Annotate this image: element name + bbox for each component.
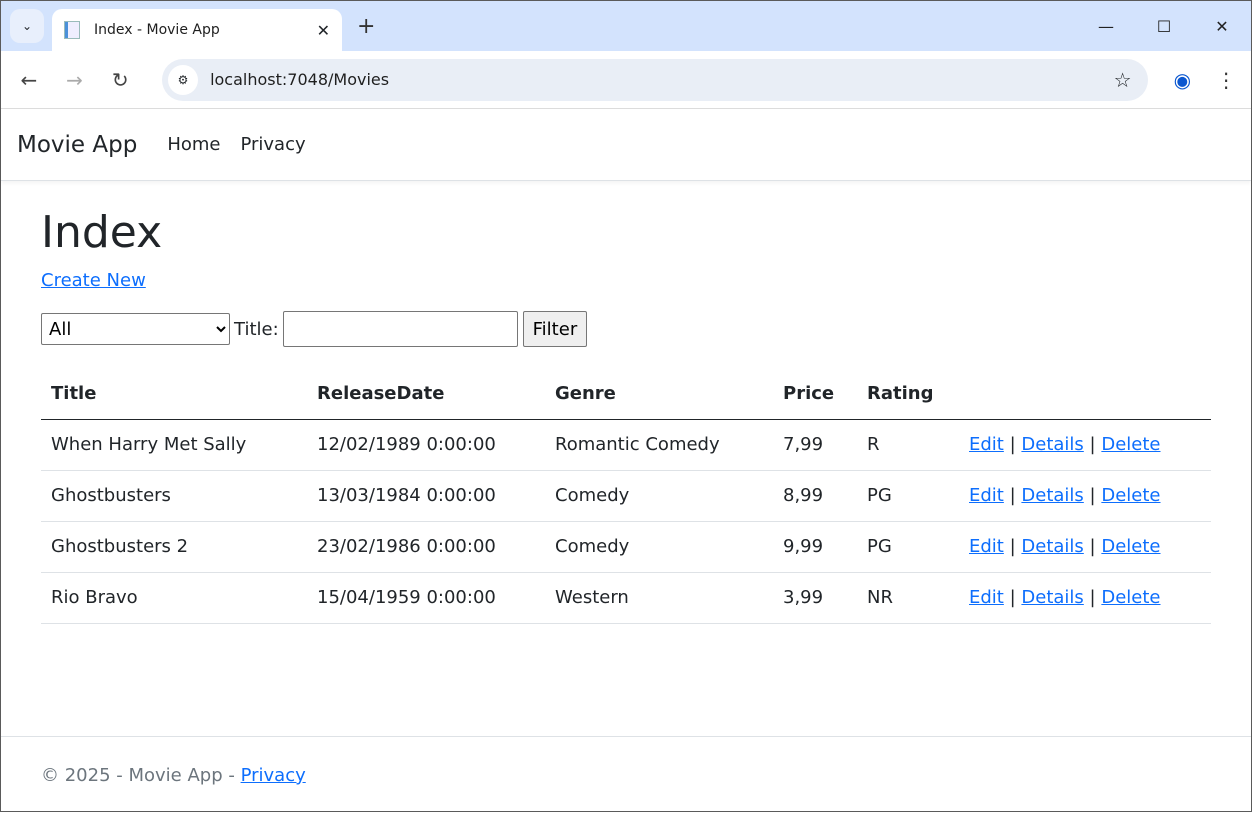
separator: | bbox=[1089, 536, 1096, 557]
genre-select[interactable]: All bbox=[41, 313, 230, 345]
cell-rating: PG bbox=[857, 521, 959, 573]
header-actions bbox=[959, 369, 1211, 420]
cell-releasedate: 23/02/1986 0:00:00 bbox=[307, 521, 545, 573]
delete-link[interactable]: Delete bbox=[1101, 434, 1161, 455]
movies-table: Title ReleaseDate Genre Price Rating Whe… bbox=[41, 369, 1211, 624]
details-link[interactable]: Details bbox=[1021, 587, 1084, 608]
tab-search-button[interactable]: ⌄ bbox=[10, 9, 44, 43]
browser-tab[interactable]: Index - Movie App ✕ bbox=[52, 9, 342, 51]
address-bar[interactable]: ⚙ localhost:7048/Movies ☆ bbox=[162, 58, 1148, 101]
table-row: Ghostbusters 2 23/02/1986 0:00:00 Comedy 9,… bbox=[41, 521, 1211, 573]
cell-rating: PG bbox=[857, 470, 959, 522]
table-row: Ghostbusters 13/03/1984 0:00:00 Comedy 8,99… bbox=[41, 470, 1211, 522]
table-row: When Harry Met Sally 12/02/1989 0:00:00 Ro… bbox=[41, 419, 1211, 471]
edit-link[interactable]: Edit bbox=[969, 536, 1004, 557]
edit-link[interactable]: Edit bbox=[969, 587, 1004, 608]
separator: | bbox=[1009, 587, 1016, 608]
filter-form: All Title: Filter bbox=[41, 311, 1211, 347]
cell-releasedate: 15/04/1959 0:00:00 bbox=[307, 572, 545, 624]
separator: | bbox=[1009, 536, 1016, 557]
header-rating: Rating bbox=[857, 369, 959, 420]
separator: | bbox=[1089, 434, 1096, 455]
cell-genre: Comedy bbox=[545, 470, 773, 522]
cell-genre: Western bbox=[545, 572, 773, 624]
tab-strip: ⌄ Index - Movie App ✕ + — ☐ ✕ bbox=[1, 1, 1251, 51]
forward-icon[interactable]: → bbox=[66, 67, 83, 92]
new-tab-icon[interactable]: + bbox=[357, 14, 376, 39]
site-info-icon[interactable]: ⚙ bbox=[168, 64, 199, 95]
cell-rating: NR bbox=[857, 572, 959, 624]
details-link[interactable]: Details bbox=[1021, 485, 1084, 506]
separator: | bbox=[1089, 485, 1096, 506]
separator: | bbox=[1089, 587, 1096, 608]
browser-toolbar: ← → ↻ ⚙ localhost:7048/Movies ☆ ◉ ⋮ bbox=[1, 51, 1251, 109]
separator: | bbox=[1009, 485, 1016, 506]
brand-link[interactable]: Movie App bbox=[17, 131, 138, 158]
cell-actions: Edit | Details | Delete bbox=[959, 521, 1211, 573]
reload-icon[interactable]: ↻ bbox=[111, 67, 129, 92]
cell-price: 3,99 bbox=[773, 572, 857, 624]
filter-button[interactable]: Filter bbox=[522, 311, 588, 347]
cell-rating: R bbox=[857, 419, 959, 471]
footer-privacy-link[interactable]: Privacy bbox=[240, 765, 306, 786]
cell-price: 7,99 bbox=[773, 419, 857, 471]
title-label: Title: bbox=[234, 318, 279, 340]
edit-link[interactable]: Edit bbox=[969, 434, 1004, 455]
footer: © 2025 - Movie App - Privacy bbox=[1, 736, 1251, 814]
delete-link[interactable]: Delete bbox=[1101, 587, 1161, 608]
cell-price: 8,99 bbox=[773, 470, 857, 522]
cell-title: When Harry Met Sally bbox=[41, 419, 307, 471]
cell-title: Ghostbusters 2 bbox=[41, 521, 307, 573]
delete-link[interactable]: Delete bbox=[1101, 536, 1161, 557]
footer-text: © 2025 - Movie App - bbox=[41, 765, 241, 786]
header-genre: Genre bbox=[545, 369, 773, 420]
cell-genre: Comedy bbox=[545, 521, 773, 573]
header-price: Price bbox=[773, 369, 857, 420]
close-window-icon[interactable]: ✕ bbox=[1215, 16, 1229, 36]
maximize-icon[interactable]: ☐ bbox=[1156, 16, 1172, 36]
page-icon bbox=[64, 21, 80, 39]
nav-privacy[interactable]: Privacy bbox=[240, 134, 306, 155]
cell-releasedate: 12/02/1989 0:00:00 bbox=[307, 419, 545, 471]
url-text[interactable]: localhost:7048/Movies bbox=[210, 70, 390, 89]
profile-icon[interactable]: ◉ bbox=[1173, 67, 1192, 92]
separator: | bbox=[1009, 434, 1016, 455]
close-tab-icon[interactable]: ✕ bbox=[316, 20, 330, 40]
cell-price: 9,99 bbox=[773, 521, 857, 573]
back-icon[interactable]: ← bbox=[20, 67, 38, 92]
title-input[interactable] bbox=[282, 311, 518, 347]
cell-title: Rio Bravo bbox=[41, 572, 307, 624]
header-title: Title bbox=[41, 369, 307, 420]
delete-link[interactable]: Delete bbox=[1101, 485, 1161, 506]
cell-actions: Edit | Details | Delete bbox=[959, 470, 1211, 522]
cell-genre: Romantic Comedy bbox=[545, 419, 773, 471]
cell-releasedate: 13/03/1984 0:00:00 bbox=[307, 470, 545, 522]
minimize-icon[interactable]: — bbox=[1098, 16, 1114, 36]
create-new-link[interactable]: Create New bbox=[41, 270, 146, 291]
header-releasedate: ReleaseDate bbox=[307, 369, 545, 420]
cell-title: Ghostbusters bbox=[41, 470, 307, 522]
details-link[interactable]: Details bbox=[1021, 434, 1084, 455]
tab-title: Index - Movie App bbox=[94, 22, 220, 38]
details-link[interactable]: Details bbox=[1021, 536, 1084, 557]
cell-actions: Edit | Details | Delete bbox=[959, 572, 1211, 624]
cell-actions: Edit | Details | Delete bbox=[959, 419, 1211, 471]
site-navbar: Movie App Home Privacy bbox=[1, 109, 1251, 181]
bookmark-star-icon[interactable]: ☆ bbox=[1113, 67, 1132, 92]
nav-home[interactable]: Home bbox=[167, 134, 221, 155]
table-row: Rio Bravo 15/04/1959 0:00:00 Western 3,99 NR… bbox=[41, 572, 1211, 624]
page-title: Index bbox=[41, 207, 163, 258]
edit-link[interactable]: Edit bbox=[969, 485, 1004, 506]
menu-icon[interactable]: ⋮ bbox=[1216, 67, 1237, 92]
